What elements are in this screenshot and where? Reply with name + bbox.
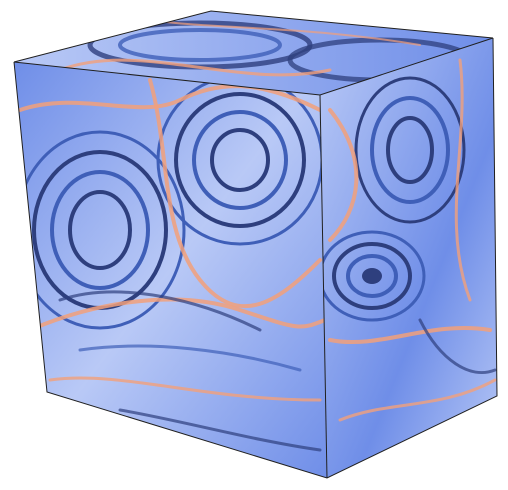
cube-edges bbox=[13, 10, 498, 479]
front-face bbox=[14, 62, 327, 478]
right-face bbox=[320, 38, 497, 478]
